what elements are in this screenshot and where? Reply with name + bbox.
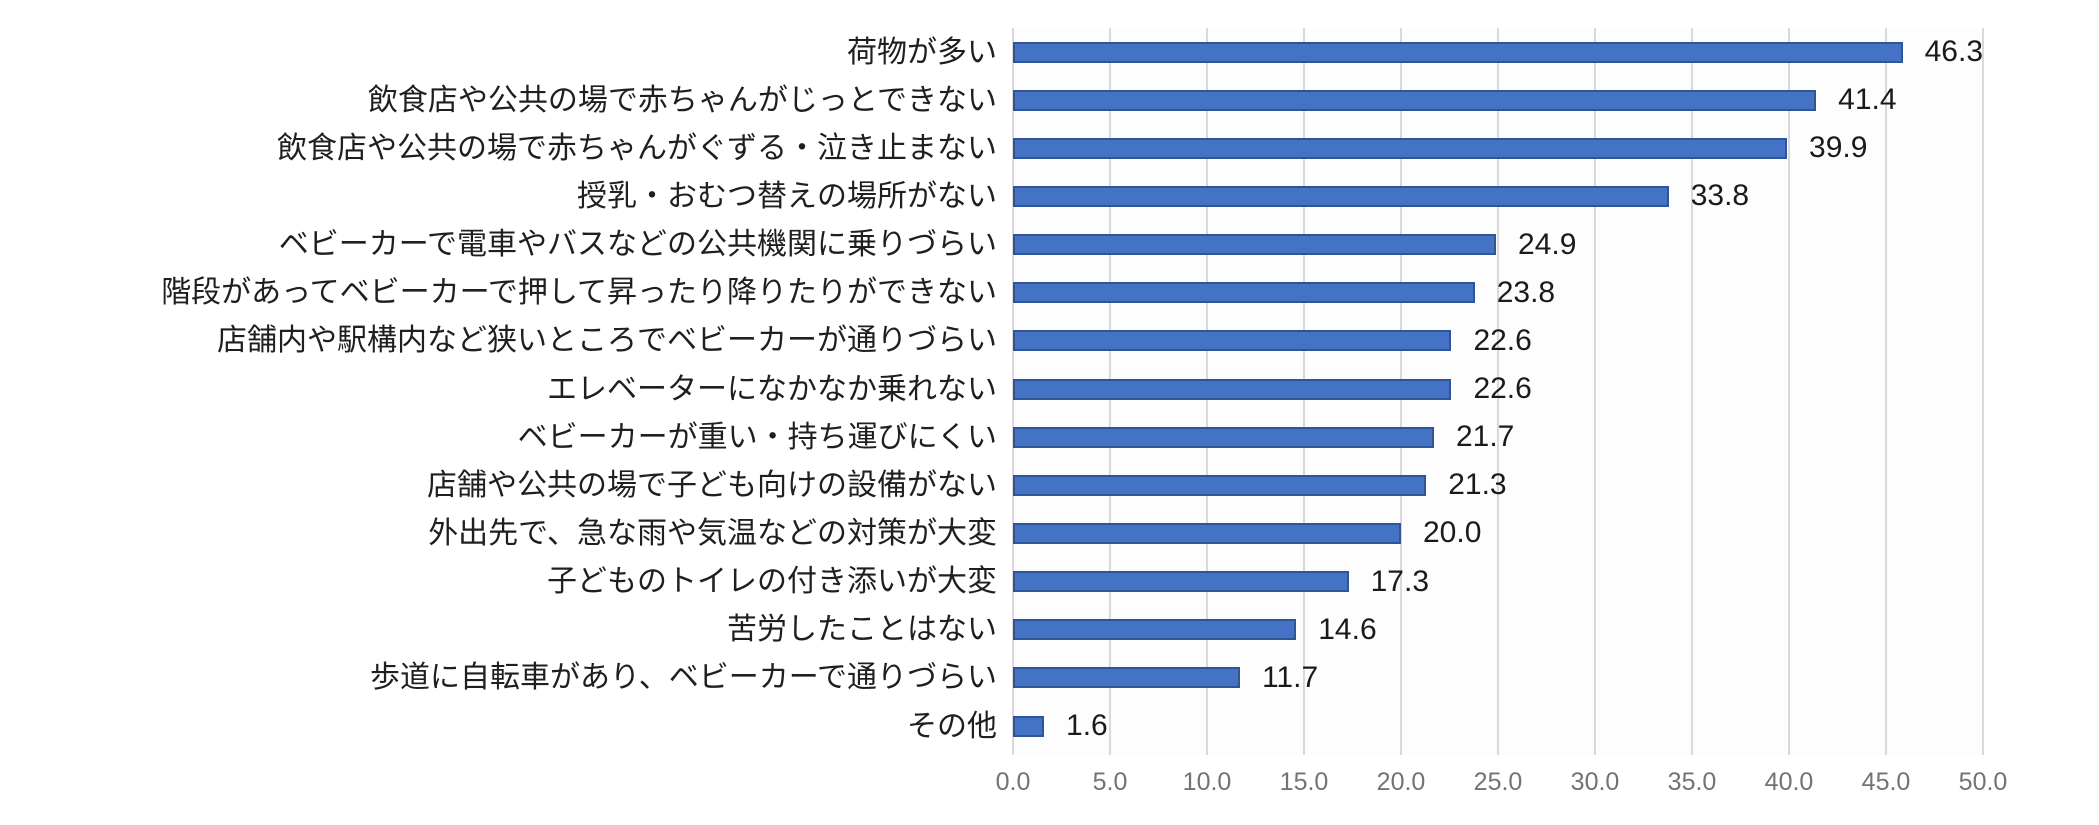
- bar-rows: 荷物が多い 46.3 飲食店や公共の場で赤ちゃんがじっとできない 41.4 飲食店や公共…: [0, 28, 2099, 750]
- bar-row: 外出先で、急な雨や気温などの対策が大変 20.0: [0, 509, 2099, 557]
- bar-area: 46.3: [1013, 28, 1983, 76]
- bar-area: 24.9: [1013, 221, 1983, 269]
- bar-area: 23.8: [1013, 269, 1983, 317]
- x-tick-label: 0.0: [995, 768, 1031, 796]
- gridline-50.0: [1982, 28, 1984, 755]
- x-tick-label: 15.0: [1279, 768, 1329, 796]
- bar-value-label: 22.6: [1473, 323, 1532, 357]
- bar-value-label: 21.7: [1455, 420, 1515, 454]
- x-tick-label: 45.0: [1861, 768, 1911, 796]
- gridline-30.0: [1594, 28, 1596, 755]
- bar-area: 11.7: [1013, 654, 1983, 702]
- bar: [1013, 667, 1240, 689]
- bar-value-label: 21.3: [1448, 468, 1507, 502]
- bar-value-label: 46.3: [1924, 35, 1983, 69]
- bar: [1013, 522, 1401, 544]
- bar-value-label: 1.6: [1066, 709, 1108, 743]
- bar-row: 飲食店や公共の場で赤ちゃんがぐずる・泣き止まない 39.9: [0, 124, 2099, 172]
- bar-row: 飲食店や公共の場で赤ちゃんがじっとできない 41.4: [0, 76, 2099, 124]
- bar-area: 20.0: [1013, 509, 1983, 557]
- bar-row: 階段があってベビーカーで押して昇ったり降りたりができない 23.8: [0, 269, 2099, 317]
- bar-area: 17.3: [1013, 558, 1983, 606]
- bar-row: 子どものトイレの付き添いが大変 17.3: [0, 558, 2099, 606]
- bar-area: 14.6: [1013, 606, 1983, 654]
- bar-row: ベビーカーで電車やバスなどの公共機関に乗りづらい 24.9: [0, 221, 2099, 269]
- bar-area: 22.6: [1013, 365, 1983, 413]
- bar: [1013, 426, 1434, 448]
- x-tick-label: 10.0: [1182, 768, 1232, 796]
- category-label: 荷物が多い: [847, 35, 997, 69]
- category-label: 飲食店や公共の場で赤ちゃんがじっとできない: [367, 83, 997, 117]
- x-tick-label: 40.0: [1764, 768, 1814, 796]
- bar: [1013, 89, 1817, 111]
- category-label: 店舗や公共の場で子ども向けの設備がない: [427, 468, 997, 502]
- bar-area: 21.7: [1013, 413, 1983, 461]
- category-label: 歩道に自転車があり、ベビーカーで通りづらい: [370, 661, 997, 695]
- bar-area: 33.8: [1013, 172, 1983, 220]
- bar: [1013, 41, 1903, 63]
- bar-row: 授乳・おむつ替えの場所がない 33.8: [0, 172, 2099, 220]
- bar-row: 店舗内や駅構内など狭いところでベビーカーが通りづらい 22.6: [0, 317, 2099, 365]
- category-label: 子どものトイレの付き添いが大変: [547, 565, 997, 599]
- x-tick-label: 5.0: [1092, 768, 1128, 796]
- bar-area: 39.9: [1013, 124, 1983, 172]
- x-tick-label: 25.0: [1473, 768, 1523, 796]
- bar-value-label: 33.8: [1690, 179, 1750, 213]
- bar-row: 歩道に自転車があり、ベビーカーで通りづらい 11.7: [0, 654, 2099, 702]
- bar-area: 41.4: [1013, 76, 1983, 124]
- bar-value-label: 39.9: [1809, 131, 1868, 165]
- bar: [1013, 474, 1427, 496]
- gridline-25.0: [1497, 28, 1499, 755]
- bar-row: 苦労したことはない 14.6: [0, 606, 2099, 654]
- category-label: 階段があってベビーカーで押して昇ったり降りたりができない: [161, 276, 997, 310]
- bar: [1013, 282, 1475, 304]
- bar-value-label: 23.8: [1496, 275, 1556, 309]
- bar-area: 22.6: [1013, 317, 1983, 365]
- bar: [1013, 715, 1045, 737]
- category-label: 飲食店や公共の場で赤ちゃんがぐずる・泣き止まない: [277, 131, 997, 165]
- category-label: ベビーカーが重い・持ち運びにくい: [517, 420, 997, 454]
- x-tick-label: 30.0: [1570, 768, 1620, 796]
- gridline-45.0: [1885, 28, 1887, 755]
- bar: [1013, 378, 1452, 400]
- category-label: 苦労したことはない: [727, 613, 997, 647]
- gridline-35.0: [1691, 28, 1693, 755]
- bar-value-label: 11.7: [1261, 660, 1319, 694]
- category-label: 店舗内や駅構内など狭いところでベビーカーが通りづらい: [217, 324, 997, 358]
- bar-row: エレベーターになかなか乗れない 22.6: [0, 365, 2099, 413]
- bar: [1013, 137, 1788, 159]
- category-label: ベビーカーで電車やバスなどの公共機関に乗りづらい: [278, 228, 997, 262]
- gridline-40.0: [1788, 28, 1790, 755]
- bar: [1013, 185, 1669, 207]
- bar-row: 店舗や公共の場で子ども向けの設備がない 21.3: [0, 461, 2099, 509]
- category-label: 授乳・おむつ替えの場所がない: [577, 179, 997, 213]
- bar-row: 荷物が多い 46.3: [0, 28, 2099, 76]
- x-tick-label: 35.0: [1667, 768, 1717, 796]
- bar-row: ベビーカーが重い・持ち運びにくい 21.7: [0, 413, 2099, 461]
- x-axis: 0.0 5.0 10.0 15.0 20.0 25.0 30.0 35.0 40.0 45.0 50…: [996, 768, 2008, 802]
- bar-area: 21.3: [1013, 461, 1983, 509]
- bar: [1013, 619, 1297, 641]
- x-tick-label: 50.0: [1958, 768, 2008, 796]
- bar: [1013, 571, 1349, 593]
- bar-value-label: 24.9: [1518, 227, 1577, 261]
- x-tick-label: 20.0: [1376, 768, 1426, 796]
- category-label: 外出先で、急な雨や気温などの対策が大変: [428, 516, 997, 550]
- bar-value-label: 20.0: [1423, 516, 1482, 550]
- bar: [1013, 330, 1452, 352]
- bar-area: 1.6: [1013, 702, 1983, 750]
- bar-value-label: 22.6: [1473, 372, 1532, 406]
- category-label: その他: [907, 709, 997, 743]
- bar-value-label: 17.3: [1370, 564, 1429, 598]
- bar: [1013, 234, 1497, 256]
- bar-value-label: 41.4: [1838, 83, 1897, 117]
- bar-row: その他 1.6: [0, 702, 2099, 750]
- bar-value-label: 14.6: [1318, 612, 1377, 646]
- category-label: エレベーターになかなか乗れない: [547, 372, 997, 406]
